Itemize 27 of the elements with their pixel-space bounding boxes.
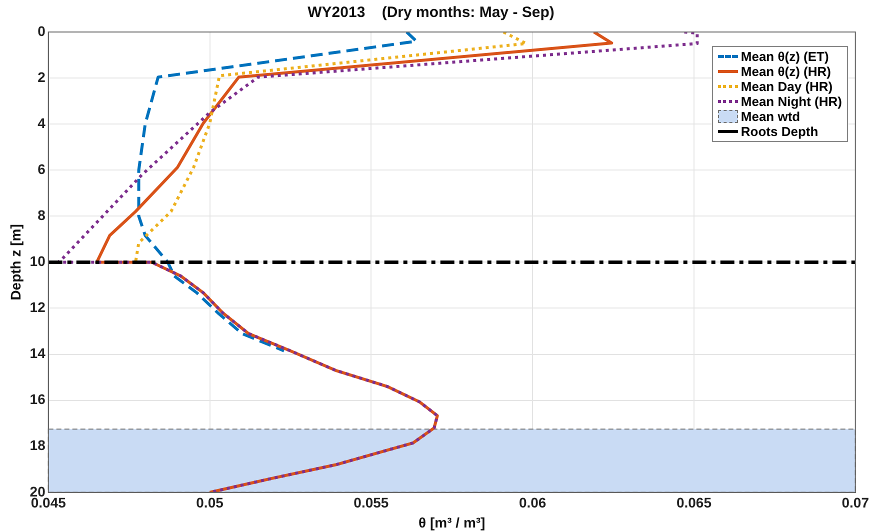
x-tick-label: 0.06 (518, 494, 546, 511)
line-series (137, 32, 418, 352)
x-axis-title: θ [m³ / m³] (418, 514, 486, 530)
y-axis-title: Depth z [m] (7, 224, 24, 300)
x-tick-label: 0.055 (354, 494, 389, 511)
y-tick-label: 20 (30, 483, 46, 500)
y-tick-label: 12 (30, 299, 46, 316)
y-tick-label: 8 (38, 207, 46, 224)
x-tick-label: 0.065 (676, 494, 712, 511)
y-tick-label: 14 (30, 345, 46, 362)
y-tick-label: 18 (30, 437, 46, 454)
legend-label: Mean Night (HR) (740, 94, 842, 109)
line-series (56, 32, 699, 492)
y-tick-label: 6 (38, 160, 46, 177)
x-tick-label: 0.07 (842, 494, 870, 511)
legend-label: Mean θ(z) (HR) (740, 64, 831, 79)
chart-title: WY2013 (Dry months: May - Sep) (308, 4, 554, 22)
legend-label: Mean wtd (740, 109, 800, 124)
y-tick-label: 2 (38, 68, 46, 85)
y-tick-label: 0 (38, 22, 46, 39)
legend-label: Roots Depth (740, 124, 818, 139)
legend-label: Mean θ(z) (ET) (740, 49, 829, 64)
y-tick-label: 16 (30, 391, 46, 408)
x-tick-label: 0.05 (196, 494, 224, 511)
y-tick-label: 10 (30, 253, 46, 270)
y-tick-label: 4 (38, 114, 46, 131)
legend-label: Mean Day (HR) (740, 79, 833, 94)
